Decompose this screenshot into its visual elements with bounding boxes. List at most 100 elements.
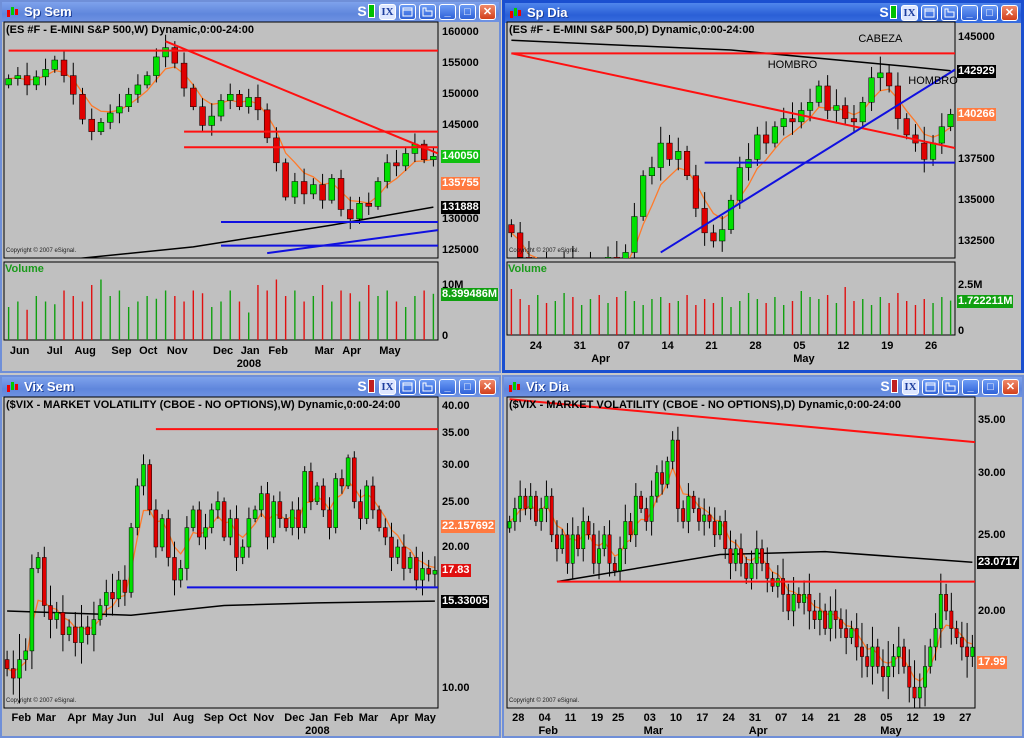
date-axis-label: 10 xyxy=(669,712,683,724)
restore-layout-icon[interactable] xyxy=(419,379,436,395)
status-indicator-icon xyxy=(890,379,898,393)
minimize-button[interactable]: _ xyxy=(961,5,978,21)
window-title: Vix Sem xyxy=(24,379,75,394)
close-button[interactable]: ✕ xyxy=(479,4,496,20)
date-axis-label: Aug xyxy=(74,345,96,357)
date-axis-label: Mar xyxy=(36,712,56,724)
price-axis-label: 135000 xyxy=(958,194,995,207)
chart-app-icon xyxy=(6,5,20,19)
date-axis-label: 25 xyxy=(612,712,625,724)
price-axis-label: 160000 xyxy=(442,26,479,38)
chart-window-0[interactable]: Sp Sem S IX _ □ ✕ xyxy=(0,0,501,373)
s-indicator-button[interactable]: S xyxy=(878,5,898,21)
window-option-icon[interactable] xyxy=(922,379,939,395)
ix-button[interactable]: IX xyxy=(379,4,396,20)
price-axis-label: 25.00 xyxy=(442,495,470,508)
date-axis-label: Sep xyxy=(111,345,132,357)
copyright-text: Copyright © 2007 eSignal. xyxy=(6,248,77,254)
date-axis-label: 07 xyxy=(617,340,630,352)
date-axis-label: Dec xyxy=(213,345,234,357)
chart-header: (ES #F - E-MINI S&P 500,W) Dynamic,0:00-… xyxy=(6,24,254,36)
price-axis-label: 40.00 xyxy=(442,400,470,412)
volume-axis-zero: 0 xyxy=(958,325,965,337)
maximize-button[interactable]: □ xyxy=(981,5,998,21)
price-axis-label: 145000 xyxy=(958,31,995,43)
volume-label: Volume xyxy=(508,263,547,275)
restore-layout-icon[interactable] xyxy=(942,379,959,395)
date-axis-label: 14 xyxy=(801,712,814,724)
ix-button[interactable]: IX xyxy=(902,379,919,395)
close-button[interactable]: ✕ xyxy=(479,379,496,395)
restore-layout-icon[interactable] xyxy=(941,5,958,21)
date-axis-label: May xyxy=(379,345,401,357)
maximize-button[interactable]: □ xyxy=(982,379,999,395)
date-axis-label: 21 xyxy=(827,712,840,724)
date-axis-label: 12 xyxy=(837,340,850,352)
date-axis-label: 14 xyxy=(661,340,674,352)
date-axis-label: 21 xyxy=(705,340,718,352)
close-button[interactable]: ✕ xyxy=(1002,379,1019,395)
price-axis-label: 35.00 xyxy=(978,414,1006,426)
s-indicator-button[interactable]: S xyxy=(356,379,376,395)
current-value-tag: 131888 xyxy=(441,201,480,215)
price-axis-label: 130000 xyxy=(442,212,479,225)
date-axis-label: Oct xyxy=(228,712,247,724)
window-option-icon[interactable] xyxy=(399,379,416,395)
close-button[interactable]: ✕ xyxy=(1001,5,1018,21)
month-label: May xyxy=(880,725,902,737)
current-value-tag: 135755 xyxy=(441,177,480,190)
restore-layout-icon[interactable] xyxy=(419,4,436,20)
copyright-text: Copyright © 2007 eSignal. xyxy=(509,698,580,704)
chart-window-1[interactable]: Sp Dia S IX _ □ ✕ xyxy=(502,0,1024,373)
date-axis-label: Jan xyxy=(309,712,329,724)
volume-label: Volume xyxy=(5,263,44,275)
s-label: S xyxy=(879,4,889,20)
chart-header: ($VIX - MARKET VOLATILITY (CBOE - NO OPT… xyxy=(6,399,401,411)
maximize-button[interactable]: □ xyxy=(459,4,476,20)
status-indicator-icon xyxy=(367,379,375,393)
s-indicator-button[interactable]: S xyxy=(356,4,376,20)
date-axis-label: Apr xyxy=(389,712,409,724)
price-axis-label: 20.00 xyxy=(978,605,1006,617)
price-axis-label: 10.00 xyxy=(442,682,470,694)
window-option-icon[interactable] xyxy=(921,5,938,21)
window-title: Vix Dia xyxy=(526,379,570,394)
chart-window-3[interactable]: Vix Dia S IX _ □ ✕ xyxy=(502,375,1024,738)
volume-axis-max: 2.5M xyxy=(958,279,983,291)
minimize-button[interactable]: _ xyxy=(439,4,456,20)
window-option-icon[interactable] xyxy=(399,4,416,20)
minimize-button[interactable]: _ xyxy=(962,379,979,395)
date-axis-label: 28 xyxy=(853,712,867,724)
date-axis-label: Jul xyxy=(147,712,164,724)
pattern-annotation: CABEZA xyxy=(858,32,903,45)
date-axis-label: Oct xyxy=(139,345,158,357)
chart-window-2[interactable]: Vix Sem S IX _ □ ✕ xyxy=(0,375,501,738)
date-axis-label: 05 xyxy=(793,340,806,352)
chart-app-icon xyxy=(508,380,522,394)
window-icon xyxy=(402,7,413,17)
title-bar[interactable]: Sp Dia S IX _ □ ✕ xyxy=(505,3,1021,23)
volume-current-tag: 8.399486M xyxy=(441,287,499,301)
maximize-button[interactable]: □ xyxy=(459,379,476,395)
date-axis-label: Mar xyxy=(358,712,379,724)
s-indicator-button[interactable]: S xyxy=(879,379,899,395)
ix-button[interactable]: IX xyxy=(901,5,918,21)
pattern-annotation: HOMBRO xyxy=(908,75,958,88)
date-axis-label: 28 xyxy=(749,340,762,352)
copyright-text: Copyright © 2007 eSignal. xyxy=(6,698,77,704)
year-label: 2008 xyxy=(305,725,330,737)
title-bar[interactable]: Sp Sem S IX _ □ ✕ xyxy=(2,2,499,22)
year-label: 2008 xyxy=(236,358,262,370)
minimize-button[interactable]: _ xyxy=(439,379,456,395)
date-axis-label: Jun xyxy=(9,345,30,357)
date-axis-label: May xyxy=(92,712,114,724)
date-axis-label: Nov xyxy=(166,345,188,357)
ix-button[interactable]: IX xyxy=(379,379,396,395)
s-label: S xyxy=(357,3,367,19)
price-axis-label: 35.00 xyxy=(442,427,470,440)
date-axis-label: 07 xyxy=(775,712,788,724)
date-axis-label: 28 xyxy=(512,712,525,724)
price-axis-label: 20.00 xyxy=(442,541,470,553)
title-bar[interactable]: Vix Sem S IX _ □ ✕ xyxy=(2,377,499,397)
title-bar[interactable]: Vix Dia S IX _ □ ✕ xyxy=(504,377,1022,397)
